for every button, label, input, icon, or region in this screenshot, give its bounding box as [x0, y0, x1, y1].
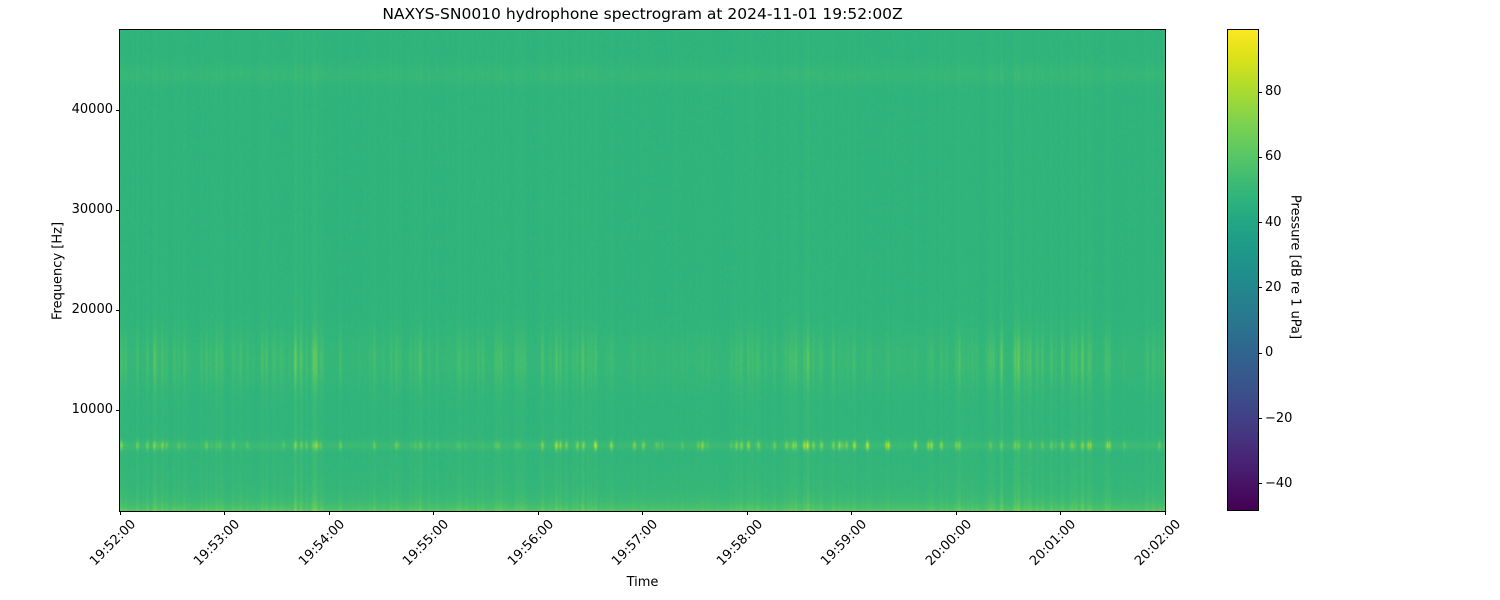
colorbar-tick-label: 80 [1265, 84, 1282, 100]
x-tick-mark [119, 511, 121, 515]
colorbar-tick-mark [1258, 156, 1262, 158]
x-tick-label: 19:57:00 [609, 517, 662, 569]
x-tick-mark [1060, 511, 1061, 515]
y-tick-mark [116, 309, 120, 311]
y-tick-mark [116, 209, 120, 211]
y-tick-label: 10000 [71, 402, 113, 417]
x-tick-label: 20:00:00 [922, 517, 975, 569]
x-tick-mark [851, 511, 852, 515]
colorbar-gradient-canvas [1228, 30, 1258, 510]
colorbar-tick-mark [1258, 222, 1262, 224]
colorbar [1227, 29, 1259, 511]
x-tick-label: 19:58:00 [713, 517, 766, 569]
spectrogram-heatmap-canvas [120, 30, 1165, 511]
x-tick-mark [955, 511, 957, 515]
colorbar-tick-mark [1258, 287, 1262, 289]
plot-area [119, 29, 1166, 512]
colorbar-tick-mark [1258, 418, 1262, 420]
colorbar-tick-mark [1258, 91, 1262, 93]
y-tick-label: 40000 [71, 102, 113, 117]
y-tick-mark [116, 409, 120, 411]
colorbar-label: Pressure [dB re 1 uPa] [1287, 194, 1303, 340]
colorbar-tick-label: 40 [1265, 214, 1282, 230]
x-tick-label: 19:54:00 [295, 517, 348, 569]
y-tick-mark [116, 109, 120, 111]
x-tick-label: 20:02:00 [1131, 517, 1184, 569]
x-tick-label: 19:56:00 [504, 517, 557, 569]
x-tick-label: 20:01:00 [1027, 517, 1080, 569]
colorbar-tick-label: 0 [1265, 345, 1274, 361]
colorbar-tick-label: 20 [1265, 279, 1282, 295]
plot-title: NAXYS-SN0010 hydrophone spectrogram at 2… [382, 5, 903, 23]
colorbar-tick-label: 60 [1265, 149, 1282, 165]
x-axis-label: Time [626, 575, 659, 590]
x-tick-label: 19:52:00 [86, 517, 139, 569]
x-tick-mark [1164, 511, 1166, 515]
colorbar-tick-mark [1258, 483, 1262, 485]
y-axis-label: Frequency [Hz] [50, 221, 66, 321]
x-tick-mark [642, 511, 643, 515]
x-tick-mark [746, 511, 748, 515]
colorbar-tick-mark [1258, 352, 1262, 354]
x-tick-mark [537, 511, 539, 515]
x-tick-label: 19:59:00 [818, 517, 871, 569]
colorbar-tick-label: −40 [1265, 475, 1293, 491]
x-tick-label: 19:55:00 [400, 517, 453, 569]
colorbar-tick-label: −20 [1265, 410, 1293, 426]
x-tick-mark [433, 511, 434, 515]
y-tick-label: 20000 [71, 302, 113, 317]
x-tick-mark [224, 511, 225, 515]
x-tick-label: 19:53:00 [191, 517, 244, 569]
y-tick-label: 30000 [71, 202, 113, 217]
x-tick-mark [328, 511, 330, 515]
